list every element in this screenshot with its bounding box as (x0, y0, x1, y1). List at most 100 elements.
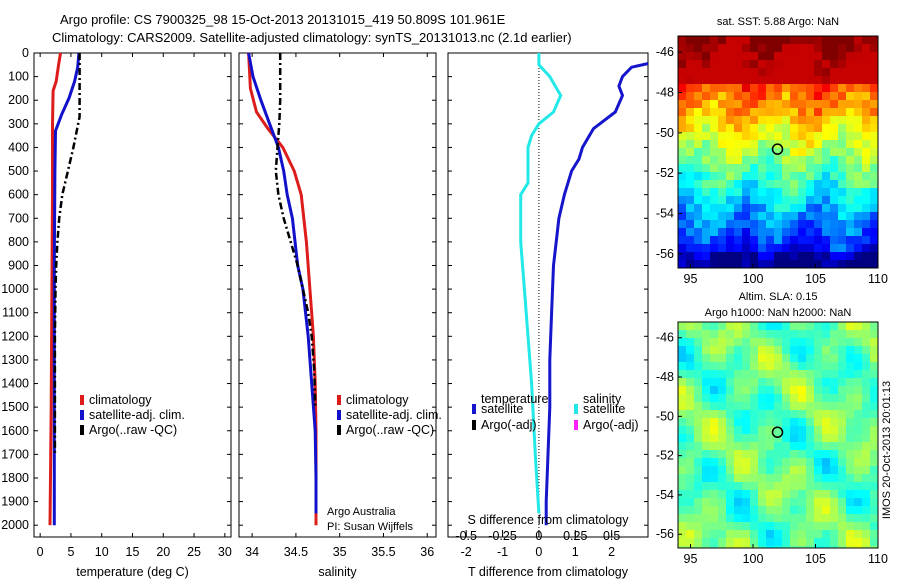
sla-map-cell (846, 482, 854, 490)
sla-map-cell (710, 354, 718, 362)
sst-map-cell (726, 68, 734, 76)
sst-map-cell (678, 252, 686, 260)
sst-ytick-label: -48 (656, 85, 674, 99)
sla-map-cell (782, 370, 790, 378)
sst-map-cell (750, 100, 758, 108)
sst-map-cell (870, 188, 878, 196)
sst-map-cell (734, 132, 742, 140)
sst-map-cell (686, 196, 694, 204)
sst-map-cell (798, 212, 806, 220)
sst-map-cell (782, 108, 790, 116)
sla-map-cell (726, 370, 734, 378)
sst-map-cell (830, 228, 838, 236)
sst-map-cell (742, 124, 750, 132)
imos-date-label: IMOS 20-Oct-2013 20:01:13 (881, 381, 893, 519)
sst-map-cell (694, 116, 702, 124)
sla-map-cell (798, 386, 806, 394)
sst-map-cell (694, 220, 702, 228)
sla-map-cell (838, 394, 846, 402)
sla-map-cell (774, 402, 782, 410)
sst-map-cell (718, 172, 726, 180)
sst-map-cell (806, 228, 814, 236)
sla-map-cell (686, 394, 694, 402)
sla-map-cell (686, 506, 694, 514)
sst-map-cell (798, 180, 806, 188)
sst-map-cell (702, 36, 710, 44)
sla-map-cell (782, 546, 790, 548)
sla-map-cell (686, 378, 694, 386)
sst-map-cell (830, 148, 838, 156)
sst-map-cell (734, 36, 742, 44)
sla-map-cell (870, 482, 878, 490)
sla-map-cell (702, 410, 710, 418)
sst-map-cell (694, 156, 702, 164)
sla-map-cell (814, 386, 822, 394)
sst-map-cell (822, 100, 830, 108)
sst-map-cell (686, 52, 694, 60)
sst-map-cell (774, 68, 782, 76)
sla-map-cell (686, 434, 694, 442)
sla-map-cell (726, 442, 734, 450)
sla-map-cell (726, 458, 734, 466)
depth-tick-label: 1500 (1, 400, 29, 414)
sst-map-cell (798, 60, 806, 68)
sst-map-cell (846, 84, 854, 92)
sla-map-cell (766, 434, 774, 442)
sla-map-cell (758, 506, 766, 514)
sla-map-cell (678, 354, 686, 362)
sla-map-cell (774, 426, 782, 434)
sla-map-cell (838, 506, 846, 514)
sla-map-cell (806, 426, 814, 434)
sst-map-cell (686, 204, 694, 212)
sst-map-cell (710, 156, 718, 164)
sla-map-cell (782, 514, 790, 522)
sst-map-cell (750, 180, 758, 188)
sla-map-cell (678, 322, 686, 330)
sla-map-cell (822, 482, 830, 490)
sst-map-cell (798, 244, 806, 252)
sst-map-cell (702, 236, 710, 244)
sst-map-cell (758, 108, 766, 116)
sla-map-cell (838, 546, 846, 548)
sla-map-cell (742, 442, 750, 450)
sst-map-cell (718, 92, 726, 100)
sla-map-cell (694, 466, 702, 474)
sst-map-cell (822, 116, 830, 124)
sst-map-cell (710, 188, 718, 196)
sst-map-cell (830, 116, 838, 124)
sst-map-cell (774, 212, 782, 220)
sst-map-cell (774, 244, 782, 252)
sst-map-cell (694, 36, 702, 44)
sst-map-cell (830, 36, 838, 44)
sla-map-cell (678, 546, 686, 548)
sla-ytick-label: -50 (656, 409, 674, 423)
sst-map-cell (822, 220, 830, 228)
sst-map-cell (702, 204, 710, 212)
sst-map-cell (790, 68, 798, 76)
sla-map-cell (846, 490, 854, 498)
sst-map-cell (678, 244, 686, 252)
sla-map-cell (774, 466, 782, 474)
sst-map-cell (870, 180, 878, 188)
sst-map-cell (702, 116, 710, 124)
sst-map-cell (814, 140, 822, 148)
sst-map-cell (710, 236, 718, 244)
sla-map-cell (678, 466, 686, 474)
sst-map-cell (766, 148, 774, 156)
sla-map-cell (822, 450, 830, 458)
sla-map-cell (678, 450, 686, 458)
sst-map-cell (814, 148, 822, 156)
sla-map-cell (742, 522, 750, 530)
sla-map-cell (742, 402, 750, 410)
diff-legend-title-temperature: temperature (481, 392, 548, 406)
sla-map-cell (686, 402, 694, 410)
sla-map-cell (870, 378, 878, 386)
sst-map-cell (758, 76, 766, 84)
sst-map-cell (750, 228, 758, 236)
sst-map-cell (862, 252, 870, 260)
sla-map-cell (798, 378, 806, 386)
sst-map-cell (814, 260, 822, 268)
sst-map-cell (838, 180, 846, 188)
sla-map-cell (790, 418, 798, 426)
